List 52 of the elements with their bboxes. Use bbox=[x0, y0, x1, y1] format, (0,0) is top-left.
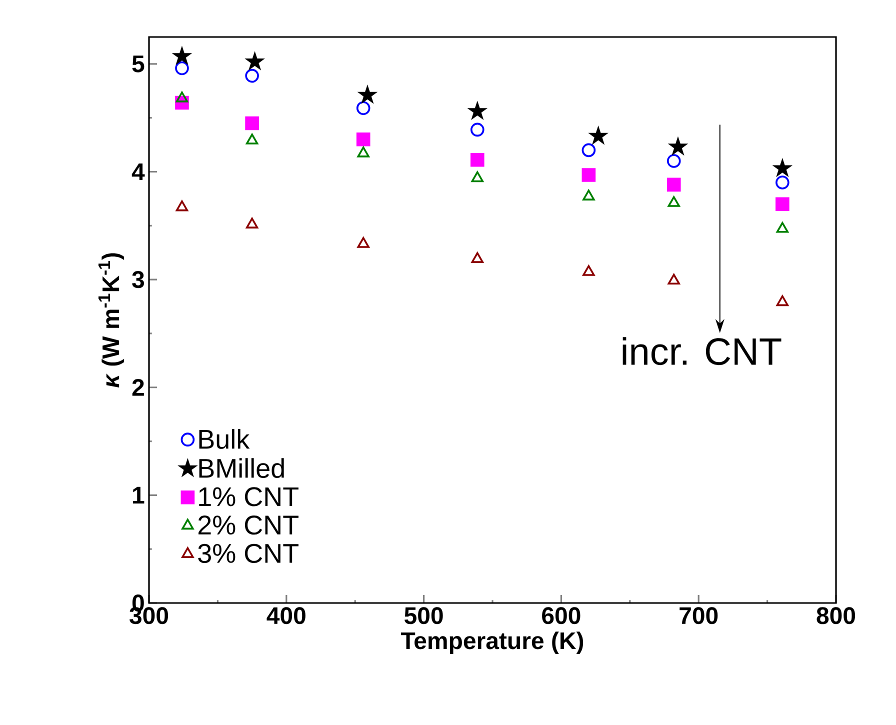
legend-label: BMilled bbox=[199, 458, 284, 478]
x-tick-label: 400 bbox=[266, 607, 306, 624]
point bbox=[469, 102, 486, 119]
legend-label: 2% CNT bbox=[198, 516, 298, 535]
point bbox=[356, 132, 370, 146]
x-tick-label: 700 bbox=[680, 607, 718, 624]
point bbox=[246, 218, 258, 228]
point bbox=[582, 168, 596, 182]
point bbox=[471, 171, 484, 182]
y-tick-label: 5 bbox=[132, 56, 144, 72]
point bbox=[776, 176, 790, 190]
point bbox=[357, 237, 370, 248]
point bbox=[246, 53, 264, 69]
point bbox=[471, 252, 484, 263]
x-axis-title: Temperature (K) bbox=[400, 632, 584, 654]
point bbox=[582, 265, 595, 276]
point bbox=[668, 274, 680, 285]
point bbox=[174, 48, 190, 64]
point bbox=[774, 160, 791, 176]
x-tick-label: 600 bbox=[542, 607, 580, 624]
point bbox=[176, 200, 188, 212]
point bbox=[470, 152, 484, 167]
point bbox=[356, 101, 370, 116]
point bbox=[246, 134, 258, 144]
point bbox=[582, 190, 595, 200]
point bbox=[666, 154, 681, 168]
point bbox=[357, 146, 370, 158]
legend-label: 1% CNT bbox=[199, 487, 298, 506]
point bbox=[670, 138, 686, 154]
point bbox=[175, 61, 189, 76]
y-tick-label: 4 bbox=[132, 163, 145, 180]
point bbox=[470, 122, 484, 137]
point bbox=[245, 68, 259, 83]
legend-label: Bulk bbox=[199, 429, 250, 449]
y-tick-label: 2 bbox=[132, 379, 144, 396]
point bbox=[776, 295, 789, 306]
point bbox=[666, 178, 681, 192]
y-tick-label: 1 bbox=[133, 486, 144, 504]
point bbox=[176, 92, 188, 102]
point bbox=[776, 222, 789, 233]
annotation: incr. CNT bbox=[622, 337, 782, 366]
point bbox=[582, 143, 596, 158]
point bbox=[359, 86, 376, 102]
x-tick-label: 800 bbox=[816, 607, 856, 624]
y-axis-title: κ (W m$^{-1}$K$^{-1}$) bbox=[98, 253, 124, 388]
point bbox=[245, 116, 259, 130]
point bbox=[590, 127, 607, 144]
y-tick-label: 3 bbox=[132, 271, 144, 288]
x-tick-label: 500 bbox=[404, 607, 443, 624]
point bbox=[668, 196, 680, 207]
legend-label: 3% CNT bbox=[198, 544, 298, 564]
point bbox=[776, 197, 790, 211]
